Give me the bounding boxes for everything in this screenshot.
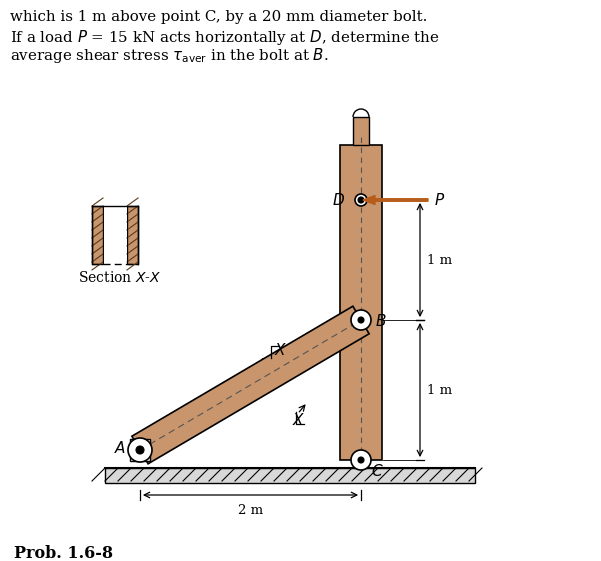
Text: If a load $P$ = 15 kN acts horizontally at $D$, determine the: If a load $P$ = 15 kN acts horizontally … bbox=[10, 28, 439, 47]
Circle shape bbox=[358, 317, 364, 323]
Circle shape bbox=[351, 310, 371, 330]
Text: $C$: $C$ bbox=[371, 463, 383, 479]
Circle shape bbox=[351, 450, 371, 470]
Polygon shape bbox=[132, 306, 369, 464]
Polygon shape bbox=[353, 117, 369, 145]
Circle shape bbox=[355, 194, 367, 206]
FancyArrow shape bbox=[363, 195, 428, 205]
Text: average shear stress $\tau_{\mathrm{aver}}$ in the bolt at $B$.: average shear stress $\tau_{\mathrm{aver… bbox=[10, 46, 329, 65]
Polygon shape bbox=[92, 206, 103, 264]
Text: 2 m: 2 m bbox=[238, 504, 263, 517]
Polygon shape bbox=[103, 206, 127, 264]
Text: 1 m: 1 m bbox=[427, 384, 452, 397]
Text: Prob. 1.6-8: Prob. 1.6-8 bbox=[14, 545, 113, 561]
Text: $P$: $P$ bbox=[434, 192, 445, 208]
Text: $X$: $X$ bbox=[275, 342, 288, 358]
Text: $X$: $X$ bbox=[291, 412, 305, 428]
Polygon shape bbox=[340, 145, 382, 460]
Text: which is 1 m above point C, by a 20 mm diameter bolt.: which is 1 m above point C, by a 20 mm d… bbox=[10, 10, 427, 24]
Circle shape bbox=[358, 457, 364, 463]
Circle shape bbox=[136, 446, 144, 454]
Text: Section $X$-$X$: Section $X$-$X$ bbox=[78, 270, 162, 285]
Polygon shape bbox=[130, 439, 150, 461]
Text: $B$: $B$ bbox=[375, 313, 386, 329]
Text: $A$: $A$ bbox=[114, 440, 126, 456]
Polygon shape bbox=[127, 206, 138, 264]
Circle shape bbox=[128, 438, 152, 462]
Text: 1 m: 1 m bbox=[427, 254, 452, 266]
Text: $D$: $D$ bbox=[332, 192, 345, 208]
Circle shape bbox=[358, 197, 364, 203]
Polygon shape bbox=[105, 468, 475, 483]
